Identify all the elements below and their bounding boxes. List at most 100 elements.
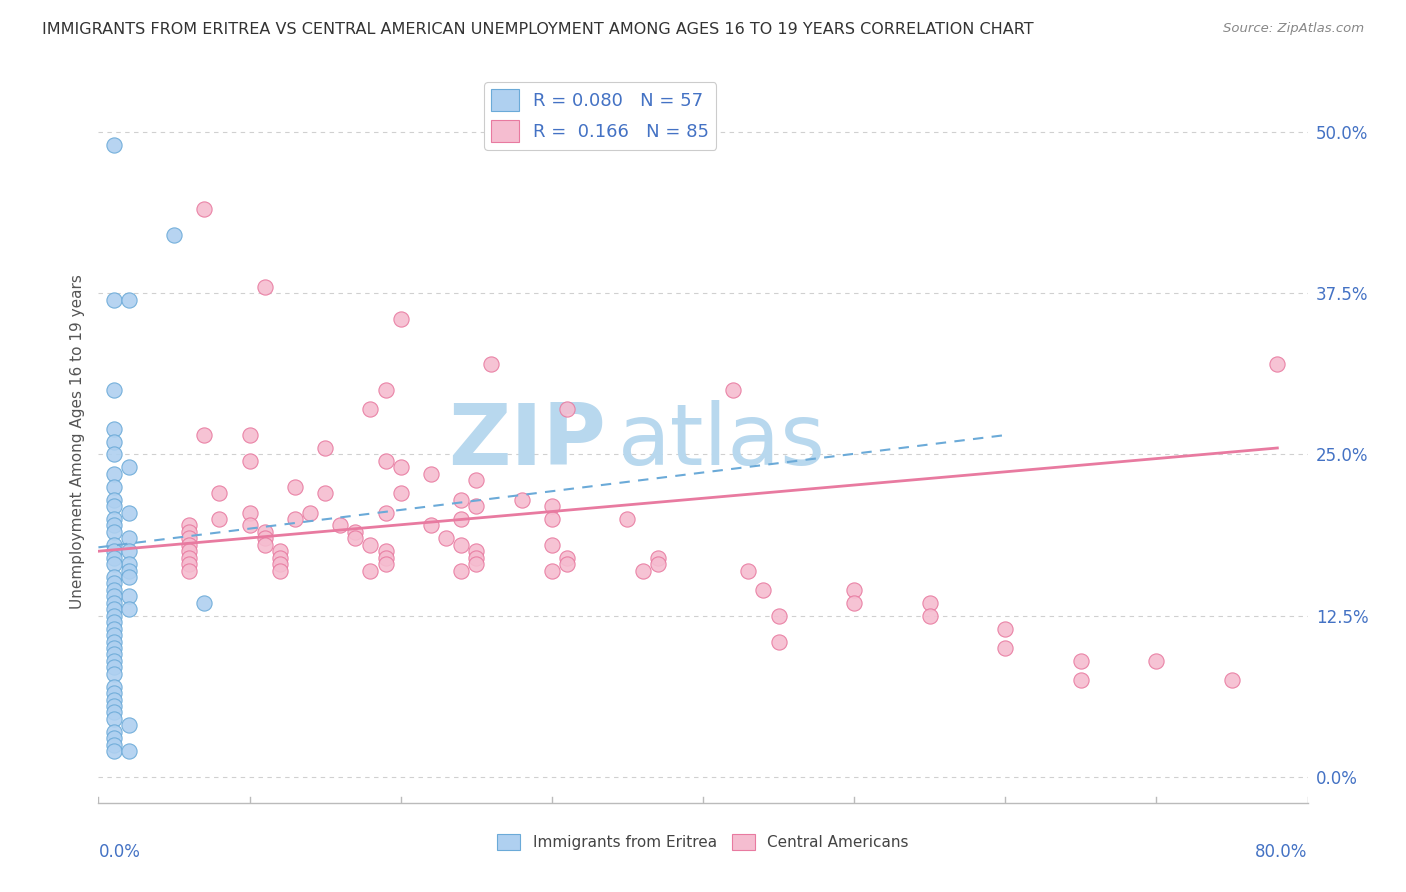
Point [103,576,125,591]
Point [1070,654,1092,668]
Point [103,699,125,714]
Point [647,557,669,571]
Point [103,137,125,152]
Point [103,640,125,655]
Point [103,602,125,616]
Point [1070,673,1092,688]
Point [1220,673,1243,688]
Point [737,564,759,578]
Point [179,544,201,558]
Point [918,596,941,610]
Point [103,648,125,662]
Point [193,428,215,442]
Point [844,582,866,597]
Point [103,738,125,752]
Point [284,512,307,526]
Point [768,608,790,623]
Text: ZIP: ZIP [449,400,606,483]
Legend: Immigrants from Eritrea, Central Americans: Immigrants from Eritrea, Central America… [491,829,915,856]
Point [253,531,276,545]
Point [103,582,125,597]
Point [389,486,412,500]
Point [179,557,201,571]
Text: atlas: atlas [619,400,827,483]
Point [434,531,457,545]
Point [118,570,141,584]
Point [118,531,141,545]
Point [465,544,488,558]
Point [103,590,125,604]
Point [374,506,396,520]
Point [103,731,125,746]
Point [103,544,125,558]
Point [481,357,503,371]
Point [118,744,141,758]
Point [420,518,443,533]
Point [103,293,125,307]
Text: 80.0%: 80.0% [1256,843,1308,861]
Y-axis label: Unemployment Among Ages 16 to 19 years: Unemployment Among Ages 16 to 19 years [69,274,84,609]
Point [360,564,382,578]
Point [103,692,125,706]
Point [103,680,125,694]
Point [723,383,745,397]
Point [1267,357,1289,371]
Point [103,512,125,526]
Point [103,634,125,648]
Point [103,557,125,571]
Point [118,293,141,307]
Point [118,564,141,578]
Point [179,564,201,578]
Point [179,531,201,545]
Point [555,402,578,417]
Point [631,564,654,578]
Point [193,202,215,217]
Point [299,506,322,520]
Point [208,512,231,526]
Point [360,538,382,552]
Point [103,538,125,552]
Point [465,473,488,487]
Point [103,712,125,726]
Point [1144,654,1167,668]
Point [103,518,125,533]
Point [269,557,291,571]
Point [103,499,125,513]
Point [103,524,125,539]
Point [239,428,262,442]
Point [616,512,638,526]
Point [269,564,291,578]
Point [284,480,307,494]
Point [918,608,941,623]
Point [253,538,276,552]
Point [118,460,141,475]
Point [239,454,262,468]
Point [389,312,412,326]
Point [103,570,125,584]
Point [253,279,276,293]
Point [103,447,125,461]
Point [103,550,125,565]
Point [510,492,533,507]
Point [465,499,488,513]
Point [118,590,141,604]
Point [103,480,125,494]
Point [239,506,262,520]
Point [374,454,396,468]
Point [374,557,396,571]
Point [103,615,125,630]
Point [555,550,578,565]
Point [103,706,125,720]
Point [103,686,125,700]
Point [103,660,125,674]
Point [118,506,141,520]
Point [344,531,367,545]
Point [103,383,125,397]
Point [103,422,125,436]
Point [314,441,336,455]
Point [179,550,201,565]
Point [179,524,201,539]
Text: 0.0%: 0.0% [98,843,141,861]
Point [450,512,472,526]
Point [103,492,125,507]
